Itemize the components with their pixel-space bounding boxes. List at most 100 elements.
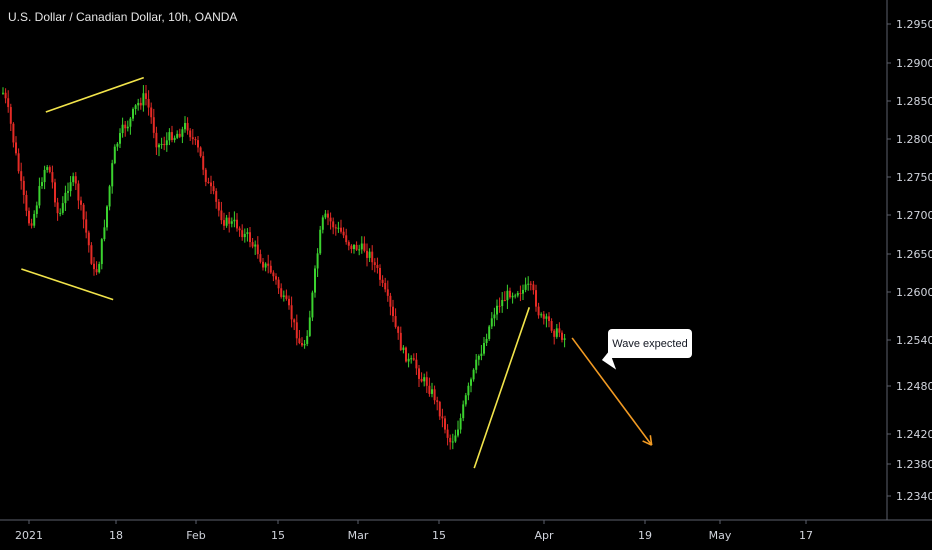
candle-body: [441, 416, 444, 419]
x-tick-label: 19: [638, 529, 652, 542]
time-axis[interactable]: 2021 18 Feb 15 Mar 15 Apr 19 May 17: [15, 520, 813, 542]
candle-body: [483, 343, 485, 354]
trendline[interactable]: [45, 76, 145, 113]
candle-body: [295, 322, 298, 339]
candle-body: [98, 264, 101, 273]
candle-body: [418, 368, 420, 379]
candle-body: [184, 123, 186, 130]
candle-body: [386, 289, 389, 296]
candle-body: [355, 244, 358, 250]
candle-body: [145, 93, 147, 99]
candle-body: [12, 123, 15, 143]
y-tick-label: 1.26500: [896, 248, 932, 261]
candle-body: [46, 167, 49, 170]
candle-body: [17, 153, 20, 172]
candle-body: [90, 245, 93, 264]
candle-body: [399, 332, 402, 350]
candle-body: [373, 262, 376, 266]
y-tick-label: 1.28500: [896, 95, 932, 108]
candle-body: [501, 300, 504, 307]
candle-body: [202, 156, 205, 170]
candle-body: [28, 210, 30, 224]
candle-body: [360, 243, 363, 250]
candle-body: [358, 249, 361, 251]
candle-body: [80, 200, 82, 205]
y-tick-label: 1.24800: [896, 380, 932, 393]
candle-body: [415, 359, 418, 369]
candle-body: [119, 133, 121, 144]
candle-body: [152, 117, 155, 133]
y-tick-label: 1.27000: [896, 209, 932, 222]
candle-body: [550, 321, 553, 331]
candle-body: [379, 267, 381, 280]
candle-body: [397, 326, 400, 333]
candle-body: [129, 118, 132, 127]
candle-body: [194, 139, 197, 141]
candle-body: [93, 263, 95, 270]
projection-arrow[interactable]: [571, 337, 653, 446]
candle-body: [324, 213, 327, 218]
candle-body: [262, 261, 264, 268]
candle-body: [267, 263, 270, 266]
candle-body: [249, 232, 251, 243]
y-tick-label: 1.27500: [896, 171, 932, 184]
candle-body: [449, 437, 452, 443]
candle-body: [384, 283, 387, 290]
candle-body: [61, 203, 64, 213]
candle-body: [113, 146, 116, 164]
candle-body: [124, 124, 127, 129]
candle-body: [191, 137, 194, 140]
y-tick-label: 1.29000: [896, 57, 932, 70]
wave-expected-callout[interactable]: Wave expected: [608, 329, 692, 358]
trendline[interactable]: [473, 307, 531, 469]
candle-body: [532, 284, 535, 291]
candle-body: [402, 347, 405, 350]
candle-body: [561, 332, 563, 340]
candle-body: [298, 338, 301, 344]
price-axis[interactable]: 1.29500 1.29000 1.28500 1.28000 1.27500 1.270…: [887, 18, 932, 503]
y-tick-label: 1.25400: [896, 334, 932, 347]
candle-body: [433, 389, 436, 401]
candle-body: [475, 359, 478, 370]
y-tick-label: 1.26000: [896, 286, 932, 299]
x-tick-label: 17: [799, 529, 813, 542]
projection-arrow-head: [649, 435, 653, 446]
candle-body: [160, 143, 163, 145]
candle-body: [376, 265, 379, 268]
candle-body: [171, 132, 173, 141]
candles-layer: [2, 85, 566, 450]
candle-body: [197, 140, 199, 148]
candle-body: [496, 305, 498, 315]
candle-body: [285, 295, 288, 299]
candle-body: [524, 284, 527, 290]
candle-body: [350, 245, 353, 250]
candle-body: [103, 227, 106, 240]
trendline[interactable]: [21, 268, 114, 301]
candle-body: [535, 290, 537, 307]
candle-body: [220, 210, 223, 221]
candle-body: [488, 326, 491, 339]
candle-body: [111, 163, 114, 187]
candle-body: [259, 254, 262, 262]
candle-body: [293, 319, 296, 323]
candle-body: [342, 231, 345, 236]
candle-body: [498, 305, 501, 307]
candle-body: [67, 191, 69, 193]
candle-body: [464, 395, 467, 405]
candle-body: [308, 317, 311, 336]
candle-body: [314, 268, 316, 293]
candle-body: [368, 251, 371, 258]
candle-body: [371, 251, 374, 263]
candle-body: [392, 306, 394, 317]
candle-body: [41, 182, 43, 187]
candle-body: [173, 137, 176, 141]
candle-body: [366, 250, 368, 258]
candle-body: [137, 102, 140, 106]
candle-body: [4, 92, 7, 99]
candle-body: [563, 338, 566, 340]
candle-body: [436, 400, 439, 402]
candle-body: [451, 441, 454, 443]
candle-body: [407, 358, 410, 362]
candle-body: [215, 191, 218, 202]
